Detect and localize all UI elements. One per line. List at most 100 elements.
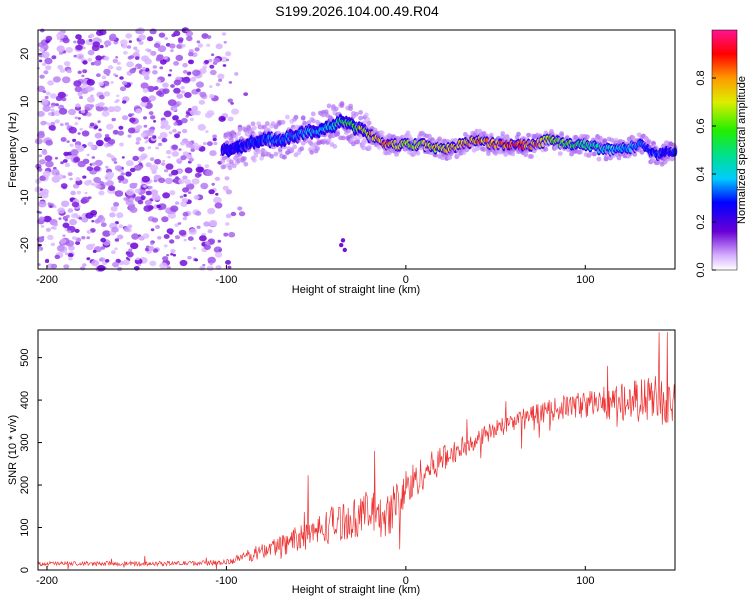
noise-cell (74, 228, 80, 233)
noise-cell (113, 105, 122, 113)
noise-cell (60, 161, 64, 165)
noise-cell (66, 140, 70, 144)
noise-cell (197, 163, 202, 168)
noise-cell (105, 45, 109, 48)
ridge-halo-cell (253, 153, 259, 158)
noise-cell (65, 47, 73, 53)
noise-cell (128, 40, 132, 43)
noise-cell (95, 55, 103, 61)
noise-cell (217, 73, 225, 80)
noise-cell (90, 182, 95, 186)
noise-cell (114, 247, 118, 251)
noise-cell (128, 248, 133, 252)
noise-cell (58, 51, 64, 55)
noise-cell (45, 160, 54, 168)
noise-cell (40, 224, 45, 228)
noise-cell (115, 56, 119, 59)
noise-cell (185, 114, 189, 118)
noise-cell (112, 58, 119, 64)
noise-cell (173, 61, 180, 66)
noise-cell (136, 27, 145, 35)
noise-cell (134, 188, 141, 194)
noise-cell (121, 100, 127, 104)
ridge-halo-cell (405, 130, 411, 136)
spectrogram-cells (34, 27, 678, 272)
noise-cell (195, 88, 201, 93)
noise-cell (207, 256, 216, 264)
noise-cell (212, 137, 217, 142)
noise-cell (82, 175, 87, 179)
noise-cell (34, 138, 43, 145)
noise-cell (60, 200, 70, 208)
ridge-halo-cell (437, 136, 442, 142)
ridge-halo-cell (266, 128, 272, 134)
ridge-halo-cell (250, 121, 256, 127)
colorbar-tick-label: 0.0 (695, 262, 707, 277)
noise-cell (101, 110, 110, 117)
noise-cell (86, 166, 94, 172)
noise-cell (59, 68, 66, 73)
noise-cell (164, 169, 169, 173)
noise-cell (96, 30, 104, 36)
noise-cell (96, 73, 101, 78)
ridge-halo-cell (355, 139, 361, 145)
noise-cell (108, 185, 116, 191)
noise-cell (93, 123, 98, 126)
noise-cell (162, 82, 169, 88)
noise-cell (59, 238, 67, 244)
noise-cell (62, 159, 68, 163)
noise-cell (93, 59, 102, 66)
noise-cell (125, 33, 133, 39)
noise-cell (213, 141, 218, 146)
noise-cell (206, 265, 214, 272)
noise-cell (100, 222, 107, 227)
noise-cell (238, 211, 246, 217)
noise-cell (162, 192, 171, 199)
noise-cell (150, 115, 156, 120)
noise-cell (144, 140, 148, 144)
ridge-halo-cell (302, 120, 307, 126)
noise-cell (82, 69, 88, 74)
ridge-halo-cell (231, 163, 237, 169)
noise-cell (136, 165, 143, 171)
noise-cell (120, 39, 128, 46)
noise-cell (205, 130, 209, 133)
noise-cell (64, 122, 70, 126)
ridge-halo-cell (227, 165, 233, 171)
noise-cell (175, 54, 184, 62)
noise-cell (75, 177, 81, 182)
colorbar-ticks: 0.0 0.2 0.4 0.6 0.8 (695, 70, 716, 278)
noise-cell (165, 150, 172, 155)
noise-cell (198, 99, 206, 105)
noise-cell (98, 81, 104, 87)
noise-cell (70, 190, 76, 196)
ridge-halo-cell (516, 131, 521, 137)
noise-cell (76, 53, 85, 60)
y-tick-label: 500 (19, 348, 31, 366)
noise-cell (154, 158, 162, 165)
noise-cell (38, 59, 43, 63)
x-tick-label: 100 (576, 274, 594, 286)
noise-cell (147, 85, 155, 92)
noise-cell (208, 189, 215, 195)
noise-cell (43, 215, 52, 223)
noise-cell (53, 227, 57, 230)
noise-cell (209, 64, 215, 69)
noise-cell (89, 33, 95, 38)
noise-cell (39, 175, 46, 181)
noise-cell (180, 86, 185, 90)
noise-cell (86, 230, 92, 234)
colorbar-tick-label: 0.6 (695, 118, 707, 133)
noise-cell (89, 228, 96, 233)
noise-cell (207, 207, 216, 215)
noise-cell (151, 169, 157, 175)
noise-cell (224, 176, 230, 181)
noise-cell (178, 229, 187, 236)
noise-cell (227, 265, 232, 269)
noise-cell (117, 130, 125, 136)
noise-cell (182, 211, 189, 217)
noise-cell (223, 41, 227, 44)
noise-cell (188, 107, 192, 111)
noise-cell (194, 172, 201, 178)
noise-cell (147, 146, 152, 150)
